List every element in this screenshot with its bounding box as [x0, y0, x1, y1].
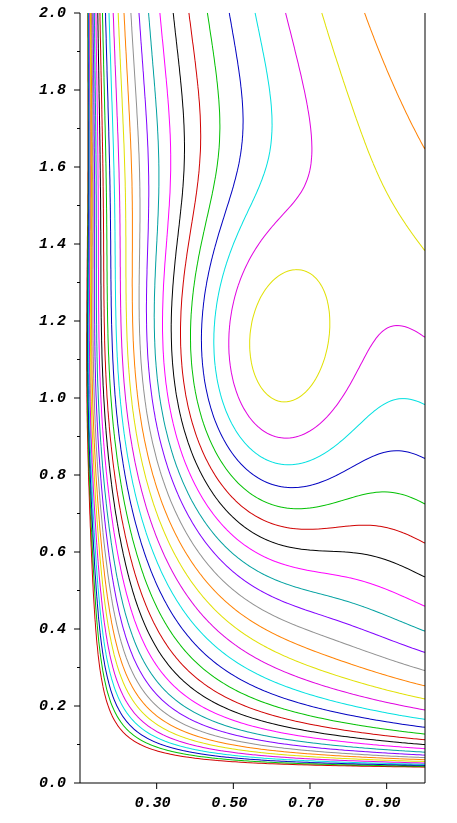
contour-line — [249, 12, 426, 403]
x-tick-label: 0.90 — [365, 795, 401, 812]
y-tick-label: 1.4 — [39, 236, 66, 253]
contour-line — [90, 13, 426, 761]
contours — [86, 12, 426, 768]
x-tick-label: 0.50 — [211, 795, 247, 812]
y-tick-label: 0.0 — [39, 775, 66, 792]
contour-line — [180, 12, 426, 544]
contour-line — [89, 13, 426, 762]
contour-line — [117, 12, 426, 700]
contour-line — [190, 12, 426, 510]
contour-line — [91, 12, 426, 759]
y-tick-label: 0.8 — [39, 467, 66, 484]
y-tick-label: 1.2 — [39, 313, 66, 330]
y-tick-label: 1.8 — [39, 82, 66, 99]
contour-line — [228, 12, 426, 439]
contour-line — [95, 12, 426, 750]
y-tick-label: 0.2 — [39, 698, 66, 715]
x-tick-label: 0.30 — [135, 795, 171, 812]
contour-line — [92, 13, 426, 756]
contour-line — [213, 12, 426, 466]
contour-line — [87, 13, 426, 766]
y-tick-label: 2.0 — [39, 5, 66, 22]
contour-line — [159, 12, 426, 607]
contour-line — [108, 12, 426, 720]
contour-line — [88, 12, 426, 765]
y-tick-label: 0.6 — [39, 544, 66, 561]
contour-line — [102, 13, 426, 735]
contour-line — [364, 12, 426, 150]
contour-line — [99, 12, 426, 741]
contour-line — [148, 12, 426, 632]
y-tick-label: 0.4 — [39, 621, 66, 638]
y-tick-label: 1.0 — [39, 390, 66, 407]
y-tick-label: 1.6 — [39, 159, 66, 176]
contour-line — [97, 13, 426, 746]
contour-line — [112, 12, 426, 711]
contour-line — [88, 13, 425, 764]
contour-line — [123, 12, 426, 687]
contour-line — [170, 12, 426, 578]
contour-line — [138, 12, 426, 653]
contour-line — [105, 12, 426, 728]
contour-line — [200, 12, 426, 489]
contour-line — [93, 13, 426, 753]
contour-line — [130, 12, 426, 672]
x-tick-label: 0.70 — [288, 795, 324, 812]
